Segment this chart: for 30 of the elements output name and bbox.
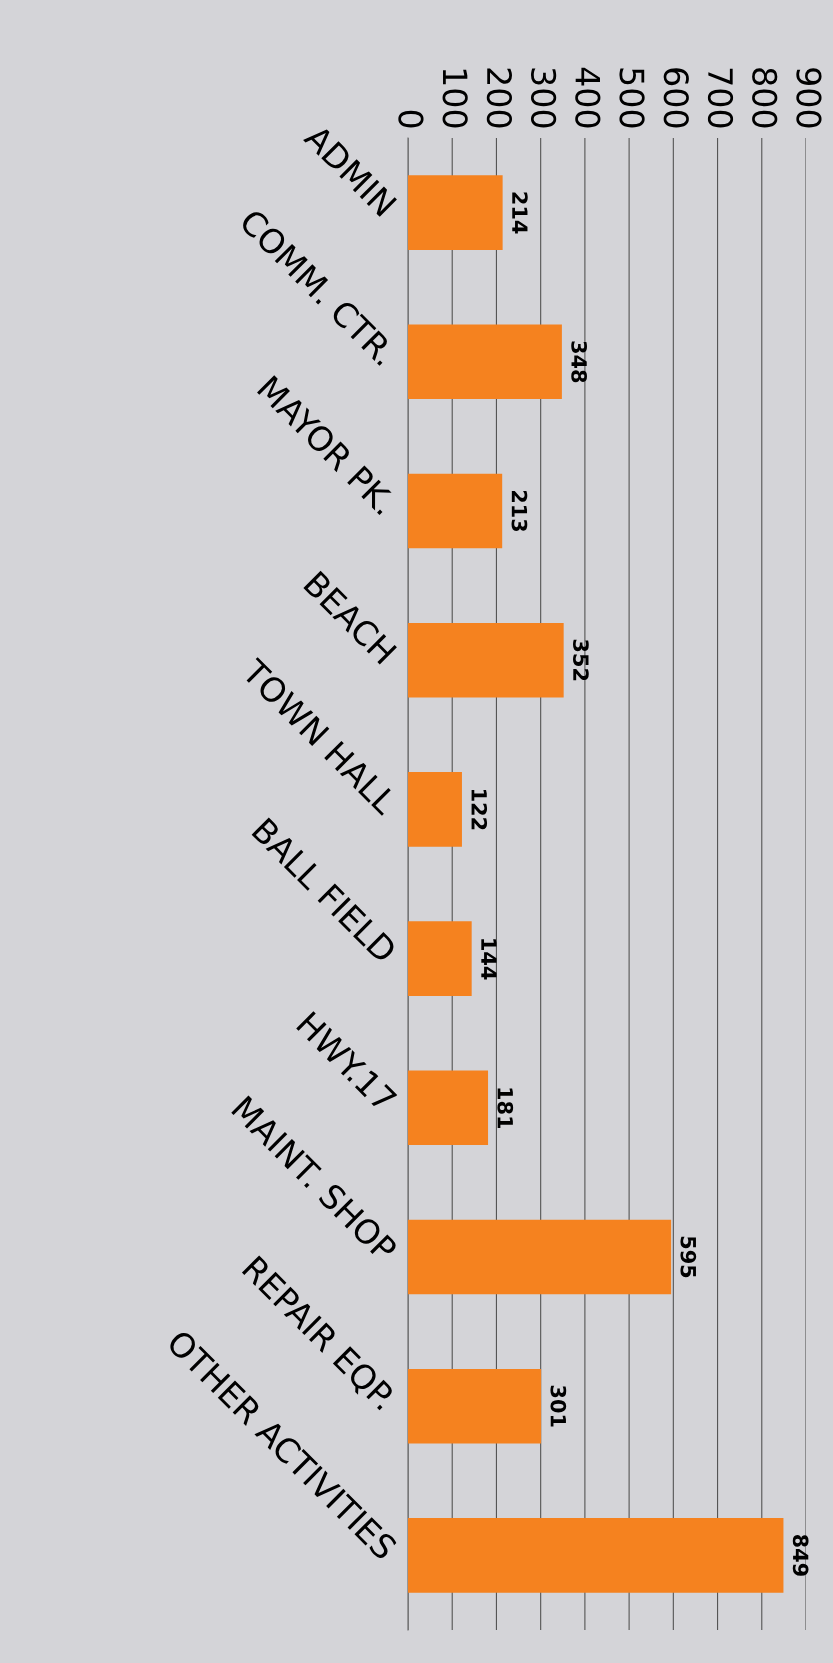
x-tick-label: 600 — [663, 68, 689, 128]
data-label: 122 — [471, 790, 488, 830]
data-label: 213 — [511, 490, 528, 532]
x-tick-label: 700 — [707, 68, 734, 128]
x-tick-label: 900 — [796, 68, 822, 128]
data-label: 348 — [571, 341, 587, 383]
bar — [408, 1070, 489, 1146]
bar — [408, 1518, 784, 1593]
data-label: 849 — [792, 1534, 809, 1576]
data-label: 144 — [481, 939, 497, 980]
x-tick-label: 300 — [530, 68, 557, 128]
bar — [408, 921, 472, 996]
bar — [408, 772, 462, 847]
data-label: 181 — [497, 1088, 514, 1129]
data-label: 352 — [573, 639, 589, 681]
x-tick-label: 400 — [575, 67, 601, 128]
x-tick-label: 800 — [752, 68, 778, 128]
bar — [408, 1219, 672, 1295]
bar — [408, 622, 564, 698]
bar — [408, 473, 503, 549]
data-label: 595 — [680, 1236, 697, 1278]
x-tick-label: 500 — [619, 68, 645, 128]
x-tick-label: 0 — [398, 110, 424, 128]
bar — [408, 324, 562, 400]
data-label: 301 — [550, 1385, 567, 1427]
data-label: 214 — [512, 192, 528, 234]
bar — [408, 1368, 542, 1444]
x-tick-label: 100 — [442, 69, 468, 128]
x-tick-label: 200 — [486, 68, 512, 128]
bar — [408, 175, 503, 250]
